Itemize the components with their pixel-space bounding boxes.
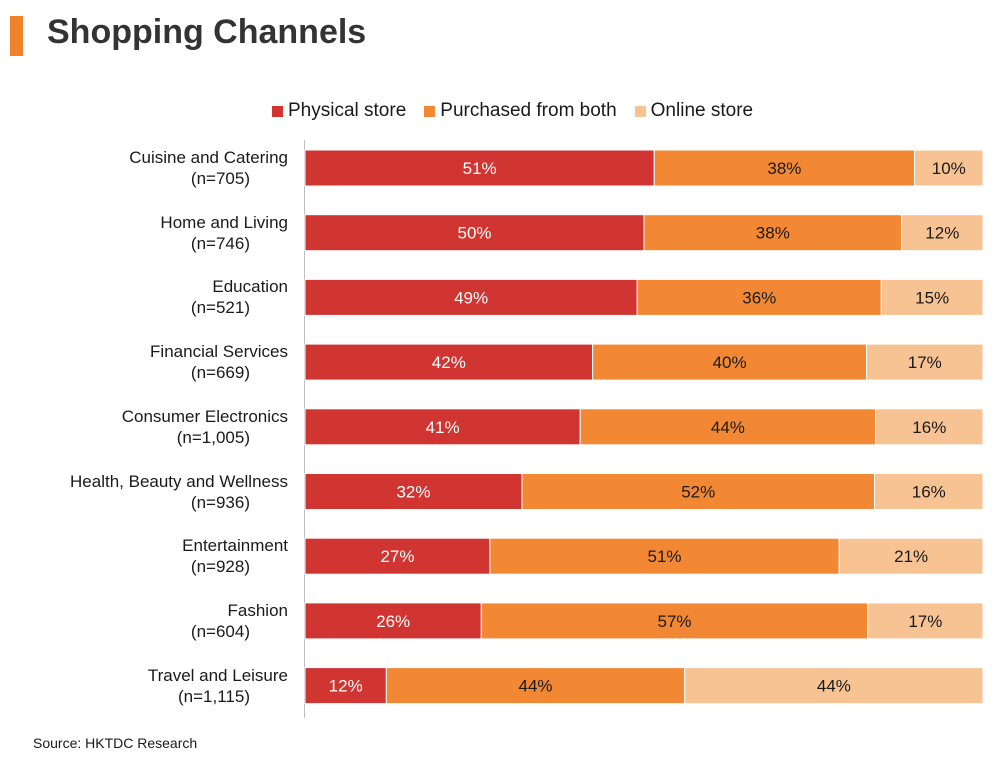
bar-segment: [901, 214, 984, 252]
bar-segment: [385, 667, 686, 705]
data-label: 44%: [519, 677, 553, 696]
data-label: 17%: [908, 353, 942, 372]
data-label: 10%: [932, 159, 966, 178]
data-label: 44%: [817, 677, 851, 696]
category-sample-size: (n=669): [190, 363, 250, 383]
bar-segment: [304, 473, 523, 510]
bar-segment: [579, 408, 877, 446]
bar-segment: [304, 667, 387, 705]
data-label: 50%: [457, 224, 491, 243]
legend-swatch-both: [424, 105, 436, 117]
data-label: 12%: [329, 677, 363, 696]
data-label: 44%: [711, 418, 745, 437]
data-label: 38%: [756, 224, 790, 243]
data-label: 42%: [432, 353, 466, 372]
data-label: 12%: [925, 224, 959, 243]
category-sample-size: (n=928): [190, 557, 250, 577]
bar-segment: [304, 214, 645, 252]
category-sample-size: (n=604): [190, 621, 250, 641]
data-label: 27%: [380, 547, 414, 566]
bar-segment: [304, 408, 581, 446]
legend-label-physical: Physical store: [288, 100, 407, 121]
data-label: 17%: [908, 612, 942, 631]
category-label: Consumer Electronics (n=1,005): [0, 406, 288, 448]
legend-swatch-online: [634, 105, 646, 117]
bar-segment: [304, 278, 638, 316]
bar-segment: [592, 343, 868, 381]
data-label: 15%: [915, 288, 949, 307]
bar-segment: [489, 537, 840, 575]
category-name: Entertainment: [182, 536, 288, 556]
data-label: 51%: [463, 159, 497, 178]
data-label: 57%: [657, 612, 691, 631]
data-label: 16%: [912, 483, 946, 502]
category-label: Fashion (n=604): [0, 600, 288, 642]
category-sample-size: (n=1,115): [178, 686, 250, 706]
bar-segment: [643, 214, 903, 252]
bar-segment: [304, 149, 655, 187]
category-label: Entertainment (n=928): [0, 535, 288, 577]
bar-segment: [880, 278, 984, 316]
data-label: 52%: [681, 483, 715, 502]
data-label: 41%: [426, 418, 460, 437]
category-label: Home and Living (n=746): [0, 212, 288, 254]
category-name: Cuisine and Catering: [129, 148, 288, 167]
category-sample-size: (n=705): [190, 169, 250, 188]
data-label: 38%: [767, 159, 801, 178]
data-label: 36%: [742, 288, 776, 307]
data-label: 51%: [648, 547, 682, 566]
source-note: Source: HKTDC Research: [33, 735, 198, 751]
page-title: Shopping Channels: [47, 13, 367, 51]
category-name: Home and Living: [160, 212, 288, 232]
category-name: Consumer Electronics: [121, 406, 288, 426]
category-label: Health, Beauty and Wellness (n=936): [0, 471, 288, 513]
bar-segment: [867, 602, 984, 640]
category-name: Travel and Leisure: [147, 665, 288, 685]
bar-segment: [636, 278, 882, 316]
bar-segment: [874, 473, 984, 510]
legend-label-online: Online store: [650, 100, 754, 121]
bar-segment: [866, 343, 984, 381]
bar-segment: [914, 149, 984, 187]
bar-segment: [521, 473, 876, 510]
data-label: 21%: [894, 547, 928, 566]
chart-legend: Physical store Purchased from both Onlin…: [272, 100, 771, 122]
data-label: 40%: [713, 353, 747, 372]
category-name: Health, Beauty and Wellness: [70, 471, 288, 491]
category-label: Travel and Leisure (n=1,115): [0, 665, 288, 707]
category-label: Cuisine and Catering (n=705): [0, 147, 288, 189]
legend-item-both: Purchased from both: [424, 100, 617, 122]
legend-item-physical: Physical store: [272, 100, 406, 122]
category-name: Education: [212, 277, 288, 297]
data-label: 32%: [396, 483, 430, 502]
data-label: 16%: [912, 418, 946, 437]
legend-label-both: Purchased from both: [440, 100, 617, 121]
legend-item-online: Online store: [634, 100, 754, 122]
title-accent-bar: [10, 16, 23, 56]
category-name: Fashion: [227, 600, 288, 620]
category-sample-size: (n=521): [190, 298, 250, 318]
category-name: Financial Services: [150, 342, 288, 362]
category-sample-size: (n=746): [190, 233, 250, 253]
category-label: Education (n=521): [0, 276, 288, 318]
bar-segment: [875, 408, 984, 446]
legend-swatch-physical: [272, 105, 283, 117]
category-sample-size: (n=936): [190, 492, 250, 512]
data-label: 49%: [454, 288, 488, 307]
data-label: 26%: [376, 612, 410, 631]
category-sample-size: (n=1,005): [176, 427, 250, 447]
bar-segment: [304, 602, 482, 640]
bar-segment: [684, 667, 984, 705]
bar-segment: [838, 537, 984, 575]
category-label: Financial Services (n=669): [0, 341, 288, 383]
